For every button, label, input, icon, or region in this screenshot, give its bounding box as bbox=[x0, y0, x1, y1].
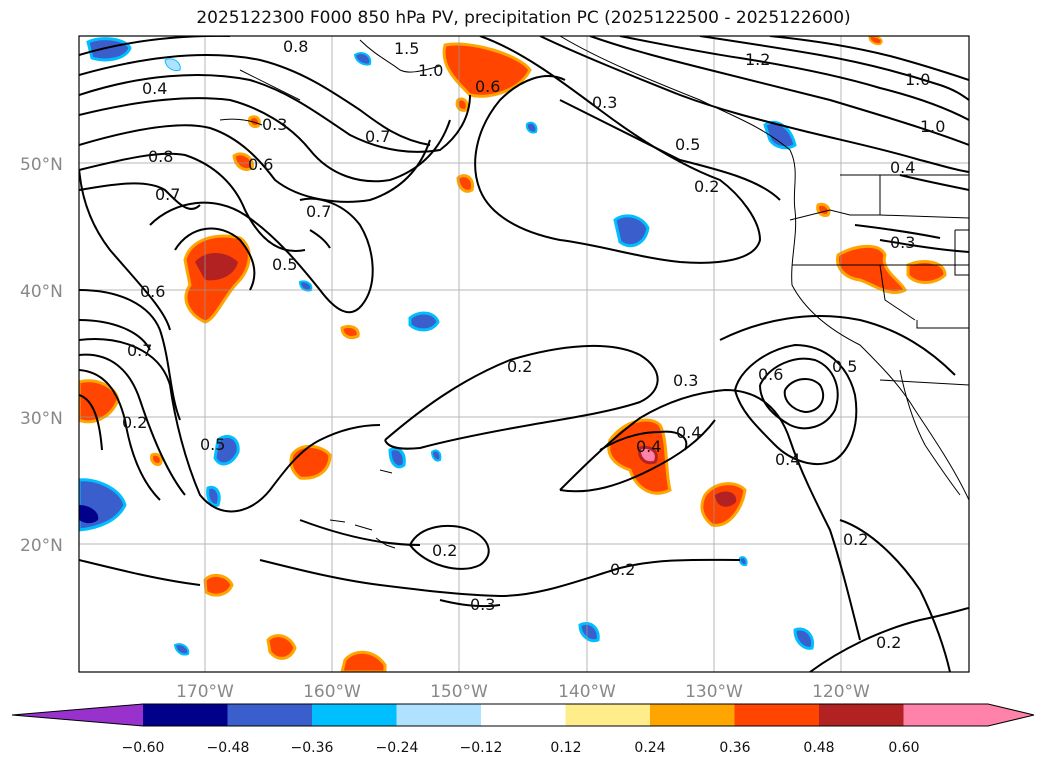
colorbar-tick-label: 0.24 bbox=[634, 740, 665, 756]
contour-label: 0.3 bbox=[890, 233, 915, 252]
contour-label: 0.6 bbox=[248, 155, 273, 174]
colorbar-segment bbox=[227, 704, 313, 726]
lon-label: 150°W bbox=[430, 682, 488, 702]
colorbar-segment bbox=[143, 704, 228, 726]
contour-label: 1.0 bbox=[920, 117, 945, 136]
contour-label: 0.7 bbox=[127, 341, 152, 360]
contour-label: 0.4 bbox=[142, 79, 167, 98]
colorbar-segment bbox=[819, 704, 904, 726]
contour-label: 0.5 bbox=[832, 357, 857, 376]
colorbar-segment bbox=[565, 704, 651, 726]
lat-label: 20°N bbox=[20, 536, 63, 556]
lat-label: 50°N bbox=[20, 155, 63, 175]
colorbar-tick-label: −0.12 bbox=[460, 740, 503, 756]
contour-label: 0.2 bbox=[876, 633, 901, 652]
contour-label: 0.5 bbox=[675, 135, 700, 154]
contour-label: 0.6 bbox=[758, 365, 783, 384]
contour-label: 0.6 bbox=[140, 282, 165, 301]
colorbar-segment bbox=[903, 704, 989, 726]
contour-label: 0.5 bbox=[272, 255, 297, 274]
contour-label: 0.7 bbox=[306, 202, 331, 221]
precip-positive-areas bbox=[79, 36, 947, 672]
coastlines bbox=[219, 36, 969, 549]
colorbar-ticks: −0.60 −0.48 −0.36 −0.24 −0.12 0.12 0.24 … bbox=[122, 740, 920, 756]
graticule bbox=[79, 36, 969, 672]
latitude-labels: 50°N 40°N 30°N 20°N bbox=[20, 155, 63, 556]
colorbar-segment bbox=[650, 704, 735, 726]
colorbar bbox=[11, 703, 1035, 727]
contour-label: 0.2 bbox=[843, 530, 868, 549]
contour-label: 0.2 bbox=[122, 413, 147, 432]
contour-label: 1.2 bbox=[745, 50, 770, 69]
colorbar-tick-label: 0.12 bbox=[550, 740, 581, 756]
colorbar-extend-high bbox=[988, 704, 1034, 726]
lon-label: 120°W bbox=[812, 682, 870, 702]
contour-label: 0.8 bbox=[283, 37, 308, 56]
colorbar-segment bbox=[396, 704, 482, 726]
longitude-labels: 170°W 160°W 150°W 140°W 130°W 120°W bbox=[176, 682, 870, 702]
lon-label: 130°W bbox=[685, 682, 743, 702]
contour-labels: 0.4 0.8 0.7 0.6 0.8 0.7 0.2 0.5 0.3 0.6 … bbox=[122, 37, 945, 652]
contour-label: 0.6 bbox=[475, 77, 500, 96]
contour-label: 0.3 bbox=[673, 371, 698, 390]
contour-label: 0.4 bbox=[636, 437, 661, 456]
colorbar-extend-low bbox=[12, 704, 143, 726]
colorbar-tick-label: −0.48 bbox=[207, 740, 250, 756]
contour-label: 0.2 bbox=[507, 357, 532, 376]
map-panel: 0.4 0.8 0.7 0.6 0.8 0.7 0.2 0.5 0.3 0.6 … bbox=[79, 36, 969, 672]
colorbar-outline bbox=[11, 703, 1035, 727]
colorbar-segment bbox=[312, 704, 397, 726]
colorbar-tick-label: −0.60 bbox=[122, 740, 165, 756]
contour-label: 0.3 bbox=[262, 115, 287, 134]
contour-label: 0.7 bbox=[365, 127, 390, 146]
lat-label: 30°N bbox=[20, 409, 63, 429]
colorbar-segment bbox=[734, 704, 820, 726]
contour-label: 0.2 bbox=[694, 177, 719, 196]
colorbar-tick-label: −0.36 bbox=[291, 740, 334, 756]
contour-label: 1.5 bbox=[394, 39, 419, 58]
figure-title: 2025122300 F000 850 hPa PV, precipitatio… bbox=[196, 8, 851, 28]
lon-label: 170°W bbox=[176, 682, 234, 702]
contour-label: 0.3 bbox=[592, 93, 617, 112]
precip-negative-areas bbox=[79, 37, 815, 656]
lon-label: 140°W bbox=[558, 682, 616, 702]
map-frame bbox=[78, 35, 970, 673]
lon-label: 160°W bbox=[303, 682, 361, 702]
contour-label: 0.4 bbox=[890, 158, 915, 177]
pv-contours bbox=[79, 36, 969, 672]
contour-label: 0.2 bbox=[610, 560, 635, 579]
colorbar-segment bbox=[481, 704, 566, 726]
contour-label: 1.0 bbox=[905, 70, 930, 89]
colorbar-tick-label: 0.60 bbox=[888, 740, 919, 756]
contour-label: 0.2 bbox=[432, 541, 457, 560]
contour-label: 0.8 bbox=[148, 147, 173, 166]
contour-label: 0.4 bbox=[676, 423, 701, 442]
colorbar-tick-label: −0.24 bbox=[376, 740, 419, 756]
contour-label: 0.3 bbox=[470, 595, 495, 614]
contour-label: 0.5 bbox=[200, 435, 225, 454]
colorbar-tick-label: 0.48 bbox=[803, 740, 834, 756]
contour-label: 0.4 bbox=[775, 450, 800, 469]
contour-label: 0.7 bbox=[155, 185, 180, 204]
lat-label: 40°N bbox=[20, 282, 63, 302]
colorbar-tick-label: 0.36 bbox=[719, 740, 750, 756]
contour-label: 1.0 bbox=[418, 61, 443, 80]
